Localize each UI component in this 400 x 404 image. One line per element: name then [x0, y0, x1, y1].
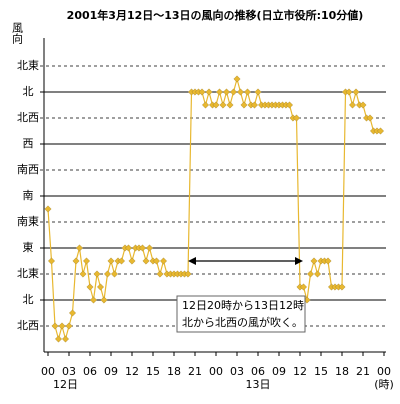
x-tick-label: 03 [62, 365, 76, 378]
y-tick-label: 北西 [17, 111, 39, 124]
data-point [237, 88, 244, 96]
data-point [219, 101, 227, 109]
x-tick-label: 15 [146, 365, 160, 378]
data-point [72, 257, 80, 265]
y-tick-label: 北 [23, 85, 34, 98]
y-tick-label: 北東 [17, 267, 39, 280]
data-point [254, 88, 262, 96]
data-point [142, 257, 150, 265]
data-point [51, 322, 59, 330]
data-point [205, 88, 213, 96]
data-point [223, 88, 230, 96]
y-tick-label: 北 [23, 293, 34, 306]
data-point [97, 283, 104, 291]
data-point [104, 270, 111, 278]
data-point [48, 257, 55, 265]
data-point [65, 322, 73, 330]
x-sublabel: 13日 [246, 378, 271, 391]
x-tick-label: 09 [272, 365, 286, 378]
data-point [90, 296, 97, 304]
x-tick-label: 15 [314, 365, 328, 378]
y-tick-label: 西 [23, 137, 34, 150]
data-point [244, 88, 251, 96]
data-point [100, 296, 108, 304]
data-point [86, 283, 94, 291]
data-point [111, 270, 118, 278]
y-axis-label: 風向 [11, 22, 24, 44]
annotation-arrow [188, 257, 303, 265]
data-point [139, 244, 146, 252]
y-tick-label: 北西 [17, 319, 39, 332]
chart-title: 2001年3月12日～13日の風向の推移(日立市役所:10分値) [67, 8, 364, 22]
x-tick-label: 03 [230, 365, 244, 378]
data-point [184, 270, 192, 278]
x-tick-label: 12 [293, 365, 307, 378]
x-tick-label: 06 [83, 365, 97, 378]
data-point [352, 88, 360, 96]
y-tick-label: 南西 [17, 163, 39, 176]
data-point [359, 101, 367, 109]
x-tick-label: 12 [125, 365, 139, 378]
x-tick-label: 21 [188, 365, 202, 378]
x-tick-label: 18 [167, 365, 181, 378]
data-point [216, 88, 223, 96]
data-point [345, 88, 353, 96]
x-sublabel: 12日 [53, 378, 78, 391]
data-point [307, 270, 314, 278]
x-tick-label: 00 [377, 365, 391, 378]
data-point [286, 101, 293, 109]
data-point [310, 257, 318, 265]
data-point [69, 309, 76, 317]
data-point [153, 257, 160, 265]
y-tick-label: 東 [23, 241, 34, 254]
data-point [233, 75, 241, 83]
x-tick-label: 18 [335, 365, 349, 378]
data-point [202, 101, 209, 109]
data-point [198, 88, 206, 96]
data-point [324, 257, 332, 265]
x-tick-label: 00 [41, 365, 55, 378]
y-tick-label: 南東 [17, 215, 39, 228]
data-point [125, 244, 132, 252]
x-tick-label: 09 [104, 365, 118, 378]
data-point [293, 114, 300, 122]
data-point [349, 101, 356, 109]
data-point [366, 114, 374, 122]
grid [40, 65, 386, 327]
data-point [79, 270, 87, 278]
y-tick-label: 北東 [17, 59, 39, 72]
data-point [146, 244, 153, 252]
data-point [338, 283, 346, 291]
data-point [83, 257, 90, 265]
x-sublabel: (時) [374, 378, 394, 391]
data-point [156, 270, 164, 278]
data-point [160, 257, 167, 265]
data-point [62, 335, 69, 343]
annotation-box [176, 295, 306, 333]
data-point [251, 101, 258, 109]
data-point [240, 101, 248, 109]
data-point [44, 205, 52, 213]
data-point [377, 127, 384, 135]
plot [44, 75, 384, 343]
data-point [107, 257, 115, 265]
data-point [230, 88, 237, 96]
data-point [93, 270, 101, 278]
data-point [55, 335, 62, 343]
annotation-text: 北から北西の風が吹く。 [182, 315, 303, 329]
data-point [118, 257, 125, 265]
data-point [128, 257, 136, 265]
x-tick-label: 06 [251, 365, 265, 378]
data-point [76, 244, 83, 252]
x-tick-label: 21 [356, 365, 370, 378]
annotation-text: 12日20時から13日12時 [182, 299, 304, 312]
data-point [212, 101, 220, 109]
data-point [314, 270, 321, 278]
y-tick-label: 南 [23, 189, 34, 202]
x-tick-label: 00 [209, 365, 223, 378]
data-point [58, 322, 66, 330]
data-point [300, 283, 307, 291]
data-point [226, 101, 234, 109]
